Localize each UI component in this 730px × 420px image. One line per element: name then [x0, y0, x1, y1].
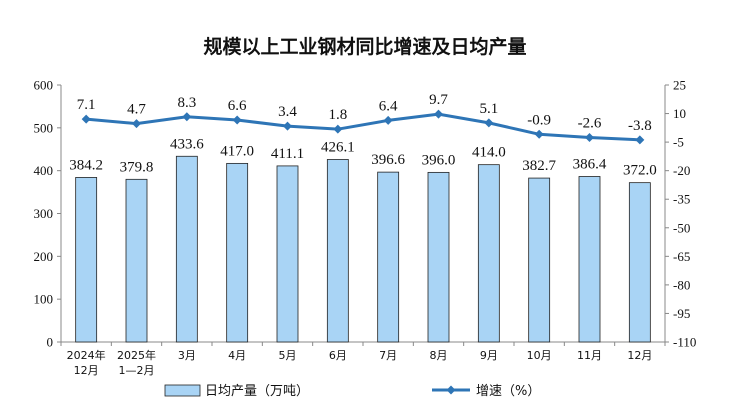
right-tick-label: -20 — [673, 163, 690, 178]
bar-data-label: 396.0 — [422, 152, 456, 168]
line-data-label: 6.4 — [379, 98, 398, 114]
chart-title: 规模以上工业钢材同比增速及日均产量 — [203, 35, 526, 58]
bar-data-label: 379.8 — [120, 159, 154, 175]
x-tick-label: 5月 — [279, 349, 297, 362]
legend-bar-label: 日均产量（万吨） — [205, 384, 309, 399]
bar — [427, 171, 450, 343]
line-point — [534, 129, 544, 139]
bar — [175, 155, 198, 343]
bar-data-label: 384.2 — [69, 157, 103, 173]
bar — [75, 177, 98, 343]
bar — [125, 178, 148, 343]
x-tick-label: 12月 — [74, 364, 99, 377]
bar-data-label: 372.0 — [623, 163, 657, 179]
line-point — [132, 119, 141, 129]
line-point — [81, 114, 91, 124]
line-point — [635, 135, 645, 145]
left-tick-label: 400 — [34, 163, 54, 178]
line-point — [434, 109, 443, 119]
left-tick-label: 100 — [34, 292, 54, 307]
bar — [226, 162, 249, 343]
legend-line-marker — [446, 385, 456, 395]
bar — [477, 164, 500, 343]
bar — [578, 176, 601, 343]
right-tick-label: -35 — [673, 192, 690, 207]
line-data-label: -0.9 — [527, 112, 551, 128]
legend-line-label: 增速（%） — [476, 384, 540, 399]
x-tick-label: 12月 — [627, 349, 652, 362]
bar-data-label: 396.6 — [371, 152, 405, 168]
line-data-label: 6.6 — [228, 98, 247, 114]
left-tick-label: 300 — [34, 206, 54, 221]
x-tick-label: 1—2月 — [119, 364, 155, 377]
line-point — [283, 121, 292, 131]
line-point — [182, 112, 192, 122]
x-tick-label: 11月 — [577, 349, 602, 362]
growth-line — [86, 112, 640, 142]
line-data-label: 1.8 — [328, 107, 347, 123]
right-tick-label: -65 — [673, 249, 690, 264]
legend-bar-swatch — [164, 384, 201, 397]
x-tick-label: 9月 — [480, 349, 498, 362]
right-tick-label: 25 — [673, 78, 686, 93]
bar-data-label: 433.6 — [170, 136, 204, 152]
right-tick-label: -50 — [673, 220, 690, 235]
bar-data-label: 426.1 — [321, 139, 355, 155]
line-point — [333, 124, 343, 134]
bar — [628, 182, 651, 343]
bar-data-label: 386.4 — [573, 156, 607, 172]
bar-data-label: 414.0 — [472, 145, 506, 161]
line-point — [484, 118, 494, 128]
bar-data-label: 417.0 — [220, 143, 254, 159]
x-tick-label: 7月 — [379, 349, 397, 362]
legend: 日均产量（万吨） 增速（%） — [164, 384, 540, 399]
line-data-label: -2.6 — [578, 116, 602, 132]
line-data-label: 5.1 — [479, 101, 498, 117]
right-tick-label: -95 — [673, 306, 690, 321]
bar-data-label: 382.7 — [522, 158, 556, 174]
right-tick-label: -5 — [673, 135, 684, 150]
line-data-label: 4.7 — [127, 102, 146, 118]
x-tick-label: 2025年 — [117, 348, 156, 362]
left-tick-label: 600 — [34, 78, 54, 93]
line-data-label: 8.3 — [177, 95, 196, 111]
line-point — [232, 115, 242, 125]
bar — [377, 171, 400, 343]
bar-data-label: 411.1 — [271, 146, 304, 162]
line-point — [585, 133, 594, 143]
line-data-label: 9.7 — [429, 92, 448, 108]
right-tick-label: -80 — [673, 277, 690, 292]
x-tick-label: 8月 — [430, 349, 448, 362]
left-tick-label: 500 — [34, 120, 54, 135]
left-tick-label: 200 — [34, 249, 54, 264]
bar — [326, 159, 349, 343]
x-tick-label: 10月 — [527, 349, 552, 362]
x-tick-label: 3月 — [178, 349, 196, 362]
left-tick-label: 0 — [47, 335, 54, 350]
bar — [528, 177, 551, 343]
line-data-label: -3.8 — [628, 118, 652, 134]
bar — [276, 165, 299, 343]
line-data-label: 3.4 — [278, 104, 297, 120]
x-tick-label: 6月 — [329, 349, 347, 362]
x-tick-label: 2024年 — [67, 348, 106, 362]
line-point — [383, 115, 393, 125]
right-tick-label: 10 — [673, 106, 686, 121]
line-data-label: 7.1 — [77, 97, 96, 113]
right-tick-label: -110 — [673, 335, 696, 350]
x-tick-label: 4月 — [228, 349, 246, 362]
